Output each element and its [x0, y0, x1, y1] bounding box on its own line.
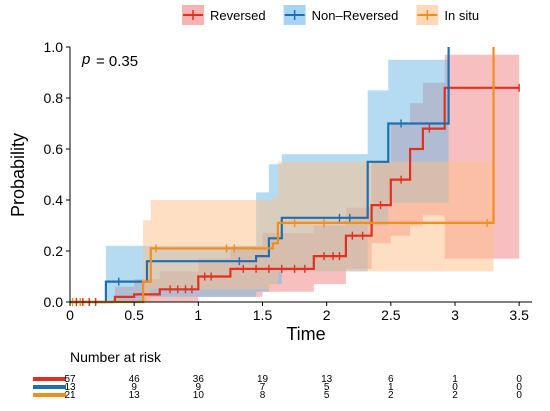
risk-count: 2: [452, 390, 458, 401]
risk-count: 5: [324, 390, 330, 401]
x-tick-label: 0: [66, 307, 74, 323]
x-axis-title: Time: [286, 324, 325, 344]
risk-row-color-key: [33, 385, 66, 389]
risk-row-color-key: [33, 393, 66, 397]
survival-curves: [70, 47, 520, 304]
p-value-text: = 0.35: [96, 53, 138, 70]
legend-item-in-situ: In situ: [416, 5, 479, 25]
risk-count: 0: [516, 382, 522, 393]
legend-label: Non–Reversed: [312, 8, 399, 23]
risk-count: 57: [64, 374, 76, 385]
risk-count: 13: [321, 374, 333, 385]
y-tick-label: 0.0: [44, 294, 64, 310]
risk-count: 8: [260, 390, 266, 401]
y-tick-label: 0.6: [44, 141, 64, 157]
risk-count: 10: [193, 390, 205, 401]
risk-table: 57 46 36 19 13 6 1 013 9 9 7 5 1 0 021 13 10 8 5 2 2 0: [33, 374, 522, 401]
survival-curve-in-situ: [70, 47, 495, 304]
x-tick-label: 0.5: [124, 307, 144, 323]
y-axis-title: Probability: [8, 133, 28, 217]
risk-count: 2: [388, 390, 394, 401]
x-tick-label: 3: [451, 307, 459, 323]
y-tick-label: 0.8: [44, 90, 64, 106]
risk-count: 5: [324, 382, 330, 393]
risk-count: 7: [260, 382, 266, 393]
x-tick-label: 1.5: [253, 307, 273, 323]
risk-count: 13: [129, 390, 141, 401]
legend: Reversed Non–Reversed In situ: [182, 5, 479, 25]
x-tick-label: 3.5: [509, 307, 529, 323]
risk-count: 36: [193, 374, 205, 385]
legend-item-reversed: Reversed: [182, 5, 266, 25]
y-tick-label: 0.4: [44, 192, 64, 208]
p-value-label: p: [81, 51, 90, 68]
legend-label: Reversed: [210, 8, 266, 23]
risk-count: 9: [131, 382, 137, 393]
y-tick-label: 0.2: [44, 243, 64, 259]
risk-count: 19: [257, 374, 269, 385]
y-tick-label: 1.0: [44, 39, 64, 55]
risk-count: 9: [196, 382, 202, 393]
risk-count: 0: [452, 382, 458, 393]
risk-count: 0: [516, 374, 522, 385]
risk-row-color-key: [33, 377, 66, 381]
censor-marks: [71, 83, 520, 306]
risk-count: 46: [129, 374, 141, 385]
survival-curve-non-reversed: [70, 47, 450, 304]
risk-count: 13: [64, 382, 76, 393]
legend-item-non-reversed: Non–Reversed: [283, 5, 399, 25]
axes: 0.0 0.2 0.4 0.6 0.8 1.0 0 0.5 1 1.5 2 2.5 3 3.5: [44, 39, 532, 323]
legend-label: In situ: [444, 8, 479, 23]
risk-count: 1: [388, 382, 394, 393]
risk-count: 0: [516, 390, 522, 401]
x-tick-label: 2.5: [381, 307, 401, 323]
risk-count: 1: [452, 374, 458, 385]
risk-table-title: Number at risk: [70, 349, 162, 365]
risk-count: 21: [64, 390, 76, 401]
risk-count: 6: [388, 374, 394, 385]
x-tick-label: 2: [323, 307, 331, 323]
x-tick-label: 1: [194, 307, 202, 323]
survival-curve-reversed: [70, 86, 520, 304]
